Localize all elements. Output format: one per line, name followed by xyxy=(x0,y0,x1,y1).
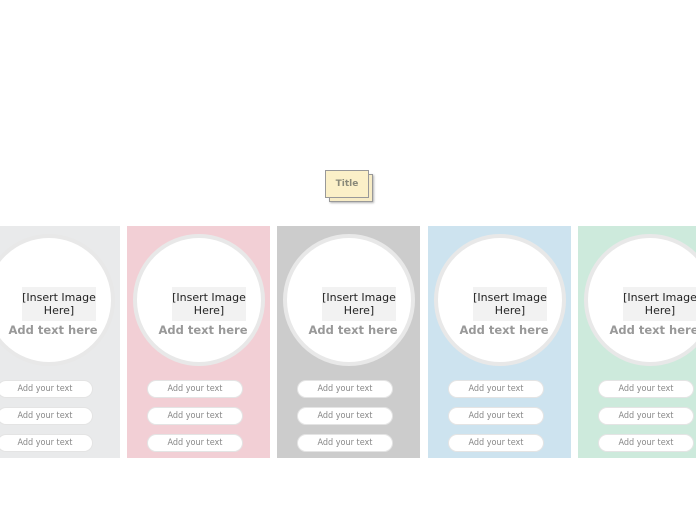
image-circle[interactable]: [Insert Image Here] Add text here xyxy=(133,234,265,366)
text-pill[interactable]: Add your text xyxy=(598,434,694,452)
panel-5[interactable]: [Insert Image Here] Add text here Add you… xyxy=(578,226,696,458)
text-pill[interactable]: Add your text xyxy=(147,380,243,398)
text-pill[interactable]: Add your text xyxy=(448,407,544,425)
text-pill[interactable]: Add your text xyxy=(0,380,93,398)
image-placeholder[interactable]: [Insert Image Here] xyxy=(322,287,396,321)
circle-text[interactable]: Add text here xyxy=(459,323,549,337)
title-node[interactable]: Title xyxy=(325,170,373,202)
image-placeholder[interactable]: [Insert Image Here] xyxy=(172,287,246,321)
image-circle[interactable]: [Insert Image Here] Add text here xyxy=(434,234,566,366)
text-pill[interactable]: Add your text xyxy=(598,407,694,425)
circle-text[interactable]: Add text here xyxy=(308,323,398,337)
text-pill[interactable]: Add your text xyxy=(0,434,93,452)
text-pill[interactable]: Add your text xyxy=(147,407,243,425)
panel-4[interactable]: [Insert Image Here] Add text here Add you… xyxy=(428,226,571,458)
text-pill[interactable]: Add your text xyxy=(0,407,93,425)
circle-text[interactable]: Add text here xyxy=(8,323,98,337)
text-pill[interactable]: Add your text xyxy=(297,434,393,452)
circle-text[interactable]: Add text here xyxy=(158,323,248,337)
text-pill[interactable]: Add your text xyxy=(297,380,393,398)
panel-2[interactable]: [Insert Image Here] Add text here Add you… xyxy=(127,226,270,458)
text-pill[interactable]: Add your text xyxy=(147,434,243,452)
title-label: Title xyxy=(325,170,369,198)
image-circle[interactable]: [Insert Image Here] Add text here xyxy=(0,234,115,366)
text-pill[interactable]: Add your text xyxy=(448,434,544,452)
circle-text[interactable]: Add text here xyxy=(609,323,696,337)
panel-3[interactable]: [Insert Image Here] Add text here Add you… xyxy=(277,226,420,458)
panel-1[interactable]: [Insert Image Here] Add text here Add you… xyxy=(0,226,120,458)
image-circle[interactable]: [Insert Image Here] Add text here xyxy=(584,234,696,366)
image-placeholder[interactable]: [Insert Image Here] xyxy=(623,287,696,321)
image-circle[interactable]: [Insert Image Here] Add text here xyxy=(283,234,415,366)
text-pill[interactable]: Add your text xyxy=(297,407,393,425)
text-pill[interactable]: Add your text xyxy=(598,380,694,398)
image-placeholder[interactable]: [Insert Image Here] xyxy=(22,287,96,321)
image-placeholder[interactable]: [Insert Image Here] xyxy=(473,287,547,321)
text-pill[interactable]: Add your text xyxy=(448,380,544,398)
